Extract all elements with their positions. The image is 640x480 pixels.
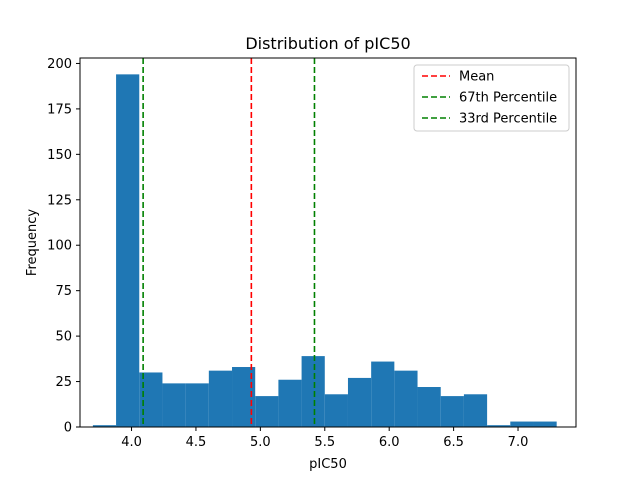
histogram-bar [324, 394, 348, 427]
y-tick-label: 150 [47, 148, 72, 163]
y-tick-label: 175 [47, 102, 72, 117]
y-axis-label: Frequency [25, 209, 40, 276]
legend-box [413, 64, 570, 132]
x-tick-label: 7.0 [508, 435, 529, 450]
histogram-bar [417, 387, 441, 427]
histogram-bar [208, 370, 233, 427]
histogram-bar [463, 394, 488, 427]
x-tick-label: 4.5 [186, 435, 207, 450]
chart-title: Distribution of pIC50 [245, 34, 410, 53]
legend-label: 33rd Percentile [459, 112, 557, 127]
legend: Mean 67th Percentile 33rd Percentile [413, 64, 570, 132]
legend-label: 67th Percentile [459, 91, 557, 106]
axes-frame [79, 57, 577, 428]
x-tick-label: 4.0 [121, 435, 142, 450]
histogram-bar [139, 372, 163, 427]
histogram-bar [487, 425, 511, 427]
y-tick-label: 0 [64, 421, 72, 436]
histogram-bar [394, 370, 418, 427]
histogram-bar [232, 367, 256, 427]
histogram-bar [347, 377, 372, 427]
x-tick-label: 6.0 [379, 435, 400, 450]
y-tick-label: 75 [55, 284, 72, 299]
histogram-bar [278, 379, 302, 427]
histogram-bar [185, 383, 209, 427]
histogram-bar [255, 396, 279, 427]
histogram-bar [440, 396, 464, 427]
y-tick-label: 100 [47, 239, 72, 254]
x-tick-label: 5.5 [314, 435, 335, 450]
y-tick-label: 50 [55, 330, 72, 345]
histogram-bar [371, 361, 395, 427]
x-tick-label: 5.0 [250, 435, 271, 450]
histogram-bar [92, 425, 117, 427]
y-tick-label: 25 [55, 375, 72, 390]
y-tick-label: 200 [47, 57, 72, 72]
histogram-bar [533, 421, 557, 427]
histogram-bar [510, 421, 534, 427]
x-axis-ticks: 4.0 4.5 5.0 5.5 6.0 6.5 7.0 [121, 427, 528, 450]
histogram-bar [301, 356, 325, 427]
x-axis-label: pIC50 [309, 457, 347, 472]
y-axis-ticks: 0 25 50 75 100 125 150 175 200 [47, 57, 80, 436]
y-tick-label: 125 [47, 193, 72, 208]
histogram-bar [162, 383, 186, 427]
legend-label: Mean [459, 70, 494, 85]
histogram-bar [116, 74, 140, 427]
x-tick-label: 6.5 [443, 435, 464, 450]
reference-lines [142, 58, 316, 427]
histogram-bars [92, 74, 557, 427]
